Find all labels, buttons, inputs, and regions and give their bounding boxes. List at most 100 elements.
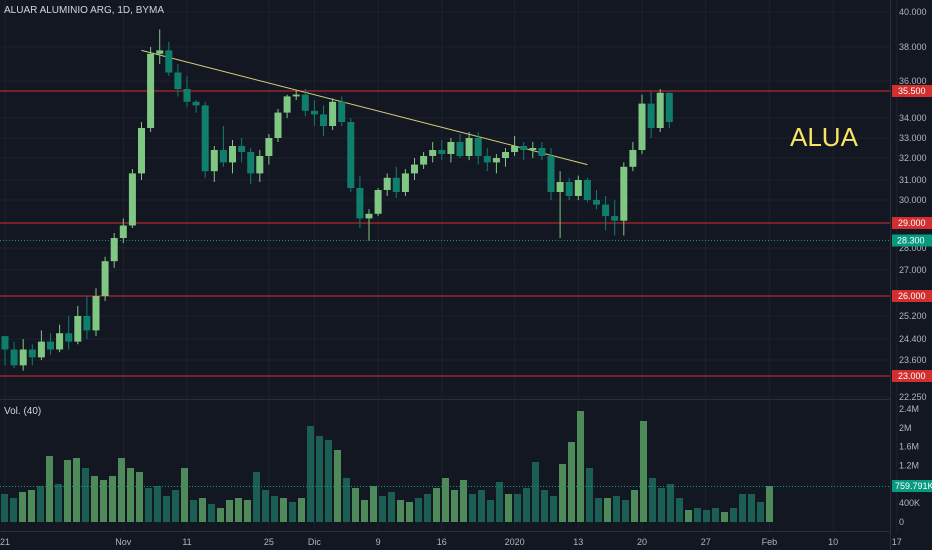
level-tag-bg — [892, 85, 932, 97]
volume-bar — [208, 504, 215, 522]
candle — [138, 122, 145, 180]
candle — [83, 296, 91, 339]
volume-tick-label: 1.6M — [899, 442, 919, 452]
candle — [229, 140, 236, 174]
volume-last-tag: 759.791K — [892, 480, 932, 492]
volume-bar — [568, 442, 575, 522]
volume-bar — [424, 494, 431, 522]
ticker-annotation[interactable]: ALUA — [790, 122, 859, 152]
candle-body — [665, 92, 673, 122]
candle — [292, 91, 300, 100]
candle — [611, 200, 619, 236]
volume-title[interactable]: Vol. (40) — [4, 406, 41, 417]
symbol-title[interactable]: ALUAR ALUMINIO ARG, 1D, BYMA — [4, 5, 164, 16]
candle — [10, 341, 18, 368]
level-tag-bg — [892, 217, 932, 229]
price-tick-label: 27.000 — [899, 265, 927, 275]
volume-bar — [55, 484, 62, 522]
candle-body — [83, 316, 91, 331]
price-tick-label: 34.000 — [899, 113, 927, 123]
candle-body — [347, 122, 355, 188]
candle — [47, 333, 54, 355]
candle-body — [438, 150, 446, 154]
price-tick-label: 40.000 — [899, 7, 927, 17]
candle — [665, 92, 673, 128]
candle-body — [392, 177, 400, 192]
volume-bar — [604, 498, 611, 522]
volume-bar — [100, 480, 107, 522]
price-axis[interactable]: 40.000 38.000 36.000 34.000 33.000 32.000 31.0… — [899, 7, 927, 402]
candle — [392, 166, 400, 198]
volume-bar — [739, 494, 746, 522]
candle-body — [119, 225, 127, 238]
price-tick-label: 32.000 — [899, 153, 927, 163]
candle-body — [247, 152, 255, 174]
candle-body — [447, 142, 455, 154]
time-tick-label: 17 — [892, 537, 902, 547]
volume-bar — [343, 478, 350, 522]
candle-body — [320, 114, 327, 126]
candle-body — [174, 72, 182, 89]
candle — [483, 148, 491, 172]
volume-bar — [676, 498, 683, 522]
volume-bar — [298, 498, 305, 522]
volume-bar — [451, 490, 458, 522]
candle — [602, 196, 610, 231]
candle-body — [429, 150, 437, 156]
volume-bar — [172, 490, 179, 522]
candle — [411, 158, 418, 180]
candle-body — [529, 148, 537, 150]
candle — [492, 154, 500, 174]
time-tick-label: Nov — [115, 537, 132, 547]
candle — [92, 288, 100, 337]
candle-body — [511, 146, 519, 152]
price-tick-label: 25.200 — [899, 311, 927, 321]
volume-bar — [370, 486, 377, 522]
candle-body — [274, 112, 282, 138]
candle — [101, 256, 109, 301]
volume-bar — [640, 421, 647, 522]
volume-bar — [442, 478, 449, 522]
candle — [429, 142, 437, 163]
volume-last-tag-bg — [892, 480, 932, 492]
volume-bar — [307, 426, 314, 522]
candle — [502, 148, 509, 167]
time-axis[interactable]: 21Nov1125Dic9162020132027Feb1017Mar — [0, 537, 932, 547]
candle — [447, 138, 455, 163]
candle-body — [292, 94, 300, 97]
horizontal-levels[interactable] — [0, 90, 890, 377]
volume-bar — [757, 502, 764, 522]
level-tag-text: 35.500 — [898, 86, 926, 96]
candle — [310, 100, 318, 126]
volume-tick-label: 400K — [899, 498, 920, 508]
candle-body — [483, 156, 491, 163]
volume-bar — [595, 498, 602, 522]
candle-body — [456, 142, 464, 156]
candle — [256, 150, 264, 182]
candle-body — [256, 156, 264, 174]
candle-body — [401, 173, 409, 192]
volume-tick-label: 1.2M — [899, 461, 919, 471]
volume-bar — [721, 512, 728, 522]
volume-bar — [748, 494, 755, 522]
volume-bar — [541, 490, 548, 522]
volume-bar — [91, 476, 98, 522]
candle — [456, 134, 464, 158]
trendline[interactable] — [141, 49, 588, 166]
time-tick-label: 11 — [182, 537, 191, 547]
candle — [474, 132, 482, 165]
volume-bar — [334, 450, 341, 522]
price-tick-label: 36.000 — [899, 76, 927, 86]
candle-body — [110, 238, 118, 262]
candle — [247, 148, 255, 184]
volume-bar — [460, 480, 467, 522]
volume-bar — [559, 464, 566, 522]
volume-bar — [316, 436, 323, 522]
candle-body — [56, 333, 64, 350]
time-tick-label: 16 — [437, 537, 447, 547]
candle — [37, 330, 45, 360]
candle — [538, 142, 546, 161]
candle-body — [611, 216, 619, 221]
